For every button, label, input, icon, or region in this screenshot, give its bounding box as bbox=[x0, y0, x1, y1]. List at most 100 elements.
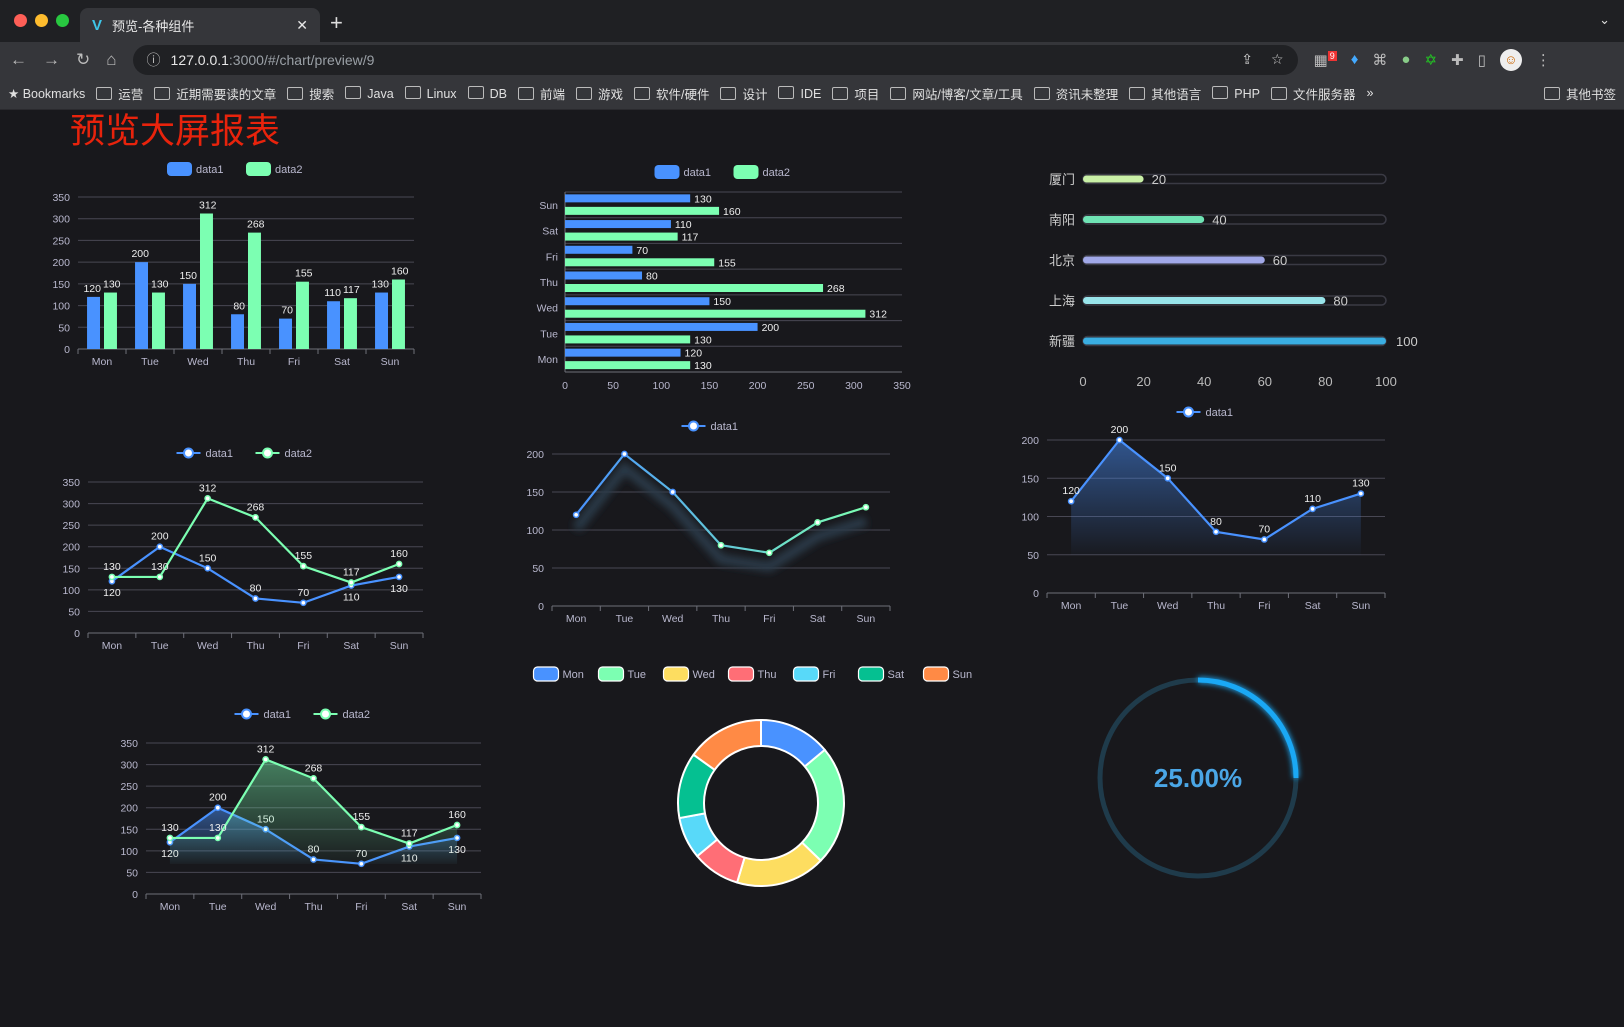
bookmark-item[interactable]: 网站/博客/文章/工具 bbox=[890, 84, 1022, 103]
bookmark-item[interactable]: 运营 bbox=[96, 84, 143, 103]
bar-chart: 0 50 100 150 200 250 300 350 Mon Tue Wed Thu Fri Sat S… bbox=[52, 192, 415, 368]
bar-data2 bbox=[200, 213, 213, 349]
close-window-button[interactable] bbox=[14, 14, 27, 27]
x-tick-label: Fri bbox=[763, 613, 775, 625]
data-label: 155 bbox=[295, 268, 313, 280]
legend-marker-icon bbox=[262, 447, 273, 459]
star-extension-icon[interactable]: ✡ bbox=[1424, 51, 1438, 69]
bookmark-item[interactable]: 搜索 bbox=[287, 84, 334, 103]
extension-badge: 9 bbox=[1327, 50, 1337, 61]
gem-extension-icon[interactable]: ♦ bbox=[1350, 51, 1359, 68]
back-icon[interactable]: ← bbox=[10, 49, 27, 69]
x-tick-label: Wed bbox=[662, 613, 684, 625]
reload-icon[interactable]: ↻ bbox=[76, 49, 91, 69]
bookmark-item[interactable]: 文件服务器 bbox=[1271, 84, 1356, 103]
bookmark-item[interactable]: PHP bbox=[1212, 86, 1260, 101]
bookmark-item[interactable]: 项目 bbox=[832, 84, 879, 103]
address-bar[interactable]: ⓘ 127.0.0.1:3000/#/chart/preview/9 ⇪ ☆ bbox=[132, 44, 1298, 75]
legend: data1 data2 bbox=[654, 165, 791, 179]
maximize-window-button[interactable] bbox=[56, 14, 69, 27]
donut-slice-Wed[interactable] bbox=[736, 841, 822, 887]
data-label: 80 bbox=[250, 582, 262, 594]
legend-item[interactable]: data2 bbox=[246, 162, 303, 176]
legend-item[interactable]: Fri bbox=[792, 666, 836, 682]
close-tab-icon[interactable]: ✕ bbox=[296, 16, 308, 33]
legend-item[interactable]: Thu bbox=[727, 666, 777, 682]
legend-label: data1 bbox=[206, 448, 234, 460]
command-extension-icon[interactable]: ⌘ bbox=[1372, 51, 1388, 69]
progress-value: 60 bbox=[1273, 253, 1287, 268]
puzzle-icon[interactable]: ✚ bbox=[1451, 51, 1464, 69]
share-icon[interactable]: ⇪ bbox=[1241, 51, 1253, 67]
legend-item[interactable]: Sat bbox=[857, 666, 905, 682]
legend-item[interactable]: Sun bbox=[922, 666, 973, 682]
legend-item[interactable]: Wed bbox=[662, 666, 715, 682]
data-label: 150 bbox=[199, 552, 217, 564]
bookmark-item[interactable]: » bbox=[1366, 86, 1374, 100]
circle-extension-icon[interactable]: ● bbox=[1401, 51, 1411, 68]
bar-data1 bbox=[231, 314, 244, 349]
bookmark-item[interactable]: Linux bbox=[405, 86, 457, 101]
data-label: 70 bbox=[281, 305, 293, 317]
legend-item[interactable]: data1 bbox=[681, 420, 739, 433]
forward-icon[interactable]: → bbox=[43, 49, 60, 69]
legend-label: Fri bbox=[823, 669, 836, 681]
x-tick-label: 100 bbox=[653, 380, 671, 392]
legend-swatch-icon bbox=[597, 666, 625, 682]
bookmark-item[interactable]: 其他书签 bbox=[1544, 84, 1616, 103]
sidebar-icon[interactable]: ▯ bbox=[1477, 51, 1486, 69]
legend-item[interactable]: data1 bbox=[167, 162, 224, 176]
tab-search-chevron-icon[interactable]: ⌄ bbox=[1599, 12, 1610, 27]
bar-data2 bbox=[565, 258, 715, 267]
bookmark-item[interactable]: 游戏 bbox=[576, 84, 623, 103]
extension-icon[interactable]: ▦ 9 bbox=[1313, 50, 1337, 69]
minimize-window-button[interactable] bbox=[35, 14, 48, 27]
legend-item[interactable]: data2 bbox=[255, 447, 313, 460]
bookmark-star-icon[interactable]: ☆ bbox=[1270, 51, 1284, 67]
bookmark-item[interactable]: 其他语言 bbox=[1129, 84, 1201, 103]
donut-slice-Tue[interactable] bbox=[801, 748, 845, 862]
bookmark-item[interactable]: 近期需要读的文章 bbox=[154, 84, 276, 103]
avatar[interactable]: ☺ bbox=[1499, 48, 1522, 71]
legend-item[interactable]: data2 bbox=[313, 708, 371, 721]
data-label: 155 bbox=[295, 550, 313, 562]
bookmark-item[interactable]: 软件/硬件 bbox=[634, 84, 709, 103]
new-tab-button[interactable]: + bbox=[330, 10, 343, 35]
bookmark-item[interactable]: 前端 bbox=[518, 84, 565, 103]
bar-data1 bbox=[565, 297, 710, 306]
data-label: 120 bbox=[1062, 485, 1080, 497]
y-tick-label: Wed bbox=[537, 303, 559, 315]
y-tick-label: 50 bbox=[532, 563, 544, 575]
bookmark-item[interactable]: 设计 bbox=[720, 84, 767, 103]
bar-data2 bbox=[565, 361, 691, 370]
legend-item[interactable]: Mon bbox=[532, 666, 584, 682]
y-tick-label: 200 bbox=[120, 803, 138, 815]
y-tick-label: 300 bbox=[62, 499, 80, 511]
legend-item[interactable]: Tue bbox=[597, 666, 647, 682]
bookmarks-label[interactable]: ★ Bookmarks bbox=[8, 86, 86, 101]
bookmark-item[interactable]: DB bbox=[468, 86, 507, 101]
info-icon[interactable]: ⓘ bbox=[146, 51, 161, 68]
home-icon[interactable]: ⌂ bbox=[106, 49, 117, 69]
data-label: 80 bbox=[646, 271, 658, 283]
browser-tab[interactable]: V 预览-各种组件 ✕ bbox=[80, 8, 320, 42]
data-point bbox=[310, 775, 317, 782]
legend-item[interactable]: data1 bbox=[654, 165, 712, 179]
y-tick-label: 150 bbox=[62, 563, 80, 575]
legend-item[interactable]: data1 bbox=[176, 447, 234, 460]
data-point bbox=[214, 804, 222, 812]
y-tick-label: 350 bbox=[120, 738, 138, 750]
legend-item[interactable]: data1 bbox=[234, 708, 292, 721]
legend-item[interactable]: data2 bbox=[733, 165, 791, 179]
legend-swatch-icon bbox=[792, 666, 820, 682]
donut-slice-Sun[interactable] bbox=[692, 719, 762, 771]
bookmark-item[interactable]: Java bbox=[345, 86, 393, 101]
bookmark-item[interactable]: 资讯未整理 bbox=[1034, 84, 1119, 103]
legend-swatch-icon bbox=[857, 666, 885, 682]
data-label: 312 bbox=[199, 482, 217, 494]
legend-item[interactable]: data1 bbox=[1176, 406, 1234, 419]
legend-marker-icon bbox=[320, 708, 331, 720]
menu-icon[interactable]: ⋮ bbox=[1535, 51, 1551, 69]
x-tick-label: Sat bbox=[810, 613, 826, 625]
bookmark-item[interactable]: IDE bbox=[778, 86, 821, 101]
